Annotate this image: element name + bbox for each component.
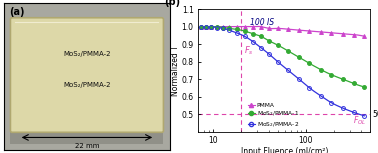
Text: (a): (a) [9, 7, 24, 17]
Text: $F_{OL}$: $F_{OL}$ [353, 115, 366, 127]
Text: MoS₂/PMMA-2: MoS₂/PMMA-2 [63, 82, 111, 88]
Legend: PMMA, MoS$_2$/PMMA-1, MoS$_2$/PMMA-2: PMMA, MoS$_2$/PMMA-1, MoS$_2$/PMMA-2 [248, 103, 299, 129]
Text: 22 mm: 22 mm [75, 143, 99, 149]
Text: (b): (b) [164, 0, 180, 7]
Text: MoS₂/PMMA-2: MoS₂/PMMA-2 [63, 51, 111, 58]
Bar [11, 129, 163, 144]
Y-axis label: Normalized T: Normalized T [171, 45, 180, 96]
Text: $F_s$: $F_s$ [244, 44, 254, 56]
Text: 100 IS: 100 IS [250, 18, 274, 27]
X-axis label: Input Fluence (mJ/cm²): Input Fluence (mJ/cm²) [241, 147, 328, 153]
FancyBboxPatch shape [11, 18, 163, 132]
Text: 500: 500 [372, 110, 378, 119]
